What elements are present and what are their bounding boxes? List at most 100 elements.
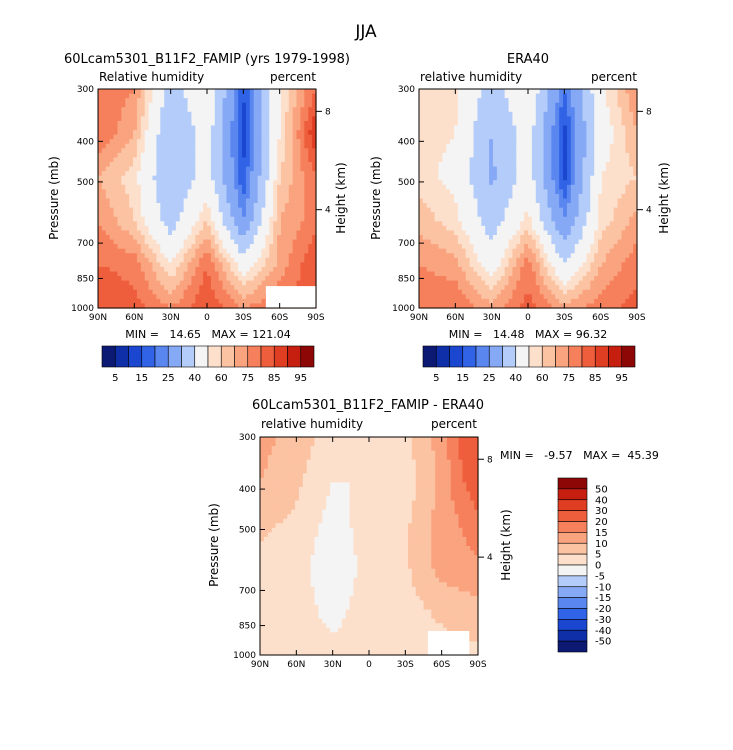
heatmap-cell	[285, 267, 289, 272]
heatmap-cell	[575, 267, 579, 272]
heatmap-cell	[242, 203, 246, 208]
heatmap-cell	[191, 130, 195, 135]
heatmap-cell	[512, 230, 516, 235]
heatmap-cell	[454, 162, 458, 167]
heatmap-cell	[250, 107, 254, 112]
heatmap-cell	[265, 153, 269, 158]
heatmap-cell	[195, 126, 199, 131]
heatmap-cell	[262, 171, 266, 176]
heatmap-cell	[474, 126, 478, 131]
heatmap-cell	[586, 180, 590, 185]
heatmap-cell	[129, 185, 133, 190]
heatmap-cell	[176, 262, 180, 267]
heatmap-cell	[293, 103, 297, 108]
heatmap-cell	[466, 244, 470, 249]
heatmap-cell	[273, 162, 277, 167]
heatmap-cell	[289, 126, 293, 131]
heatmap-cell	[516, 98, 520, 103]
heatmap-cell	[555, 199, 559, 204]
heatmap-cell	[106, 249, 110, 254]
heatmap-cell	[250, 121, 254, 126]
heatmap-cell	[304, 221, 308, 226]
heatmap-cell	[149, 267, 153, 272]
heatmap-cell	[477, 121, 481, 126]
heatmap-cell	[446, 94, 450, 99]
heatmap-cell	[153, 94, 157, 99]
heatmap-cell	[188, 230, 192, 235]
heatmap-cell	[575, 258, 579, 263]
heatmap-cell	[234, 121, 238, 126]
heatmap-cell	[567, 244, 571, 249]
heatmap-cell	[308, 130, 312, 135]
heatmap-cell	[602, 226, 606, 231]
heatmap-cell	[474, 208, 478, 213]
heatmap-cell	[219, 139, 223, 144]
heatmap-cell	[180, 240, 184, 245]
heatmap-cell	[98, 135, 102, 140]
heatmap-cell	[509, 212, 513, 217]
heatmap-cell	[489, 167, 493, 172]
heatmap-cell	[435, 203, 439, 208]
heatmap-cell	[285, 103, 289, 108]
heatmap-cell	[242, 121, 246, 126]
heatmap-cell	[234, 294, 238, 299]
heatmap-cell	[102, 226, 106, 231]
heatmap-cell	[528, 144, 532, 149]
heatmap-cell	[102, 203, 106, 208]
heatmap-cell	[180, 189, 184, 194]
heatmap-cell	[598, 180, 602, 185]
heatmap-cell	[297, 276, 301, 281]
heatmap-cell	[516, 89, 520, 94]
heatmap-cell	[579, 240, 583, 245]
heatmap-cell	[164, 230, 168, 235]
heatmap-cell	[606, 126, 610, 131]
heatmap-cell	[540, 89, 544, 94]
heatmap-cell	[551, 176, 555, 181]
heatmap-cell	[501, 226, 505, 231]
heatmap-cell	[304, 180, 308, 185]
heatmap-cell	[505, 249, 509, 254]
heatmap-cell	[234, 235, 238, 240]
heatmap-cell	[160, 139, 164, 144]
heatmap-cell	[297, 203, 301, 208]
heatmap-cell	[427, 94, 431, 99]
heatmap-cell	[427, 194, 431, 199]
heatmap-cell	[199, 167, 203, 172]
heatmap-cell	[555, 89, 559, 94]
heatmap-cell	[505, 116, 509, 121]
heatmap-cell	[621, 244, 625, 249]
heatmap-cell	[254, 235, 258, 240]
heatmap-cell	[446, 176, 450, 181]
heatmap-cell	[215, 171, 219, 176]
heatmap-cell	[594, 116, 598, 121]
heatmap-cell	[238, 180, 242, 185]
heatmap-cell	[110, 135, 114, 140]
heatmap-cell	[528, 139, 532, 144]
heatmap-cell	[524, 189, 528, 194]
heatmap-cell	[273, 244, 277, 249]
heatmap-cell	[258, 135, 262, 140]
heatmap-cell	[246, 281, 250, 286]
heatmap-cell	[125, 162, 129, 167]
heatmap-cell	[555, 112, 559, 117]
heatmap-cell	[470, 176, 474, 181]
heatmap-cell	[184, 130, 188, 135]
heatmap-cell	[308, 103, 312, 108]
heatmap-cell	[559, 226, 563, 231]
heatmap-cell	[242, 226, 246, 231]
heatmap-cell	[184, 294, 188, 299]
heatmap-cell	[215, 226, 219, 231]
heatmap-cell	[512, 144, 516, 149]
heatmap-cell	[199, 157, 203, 162]
heatmap-cell	[145, 153, 149, 158]
heatmap-cell	[180, 217, 184, 222]
heatmap-cell	[254, 153, 258, 158]
heatmap-cell	[602, 126, 606, 131]
heatmap-cell	[512, 203, 516, 208]
heatmap-cell	[555, 221, 559, 226]
heatmap-cell	[297, 194, 301, 199]
heatmap-cell	[168, 208, 172, 213]
heatmap-cell	[516, 194, 520, 199]
heatmap-cell	[575, 98, 579, 103]
heatmap-cell	[446, 226, 450, 231]
